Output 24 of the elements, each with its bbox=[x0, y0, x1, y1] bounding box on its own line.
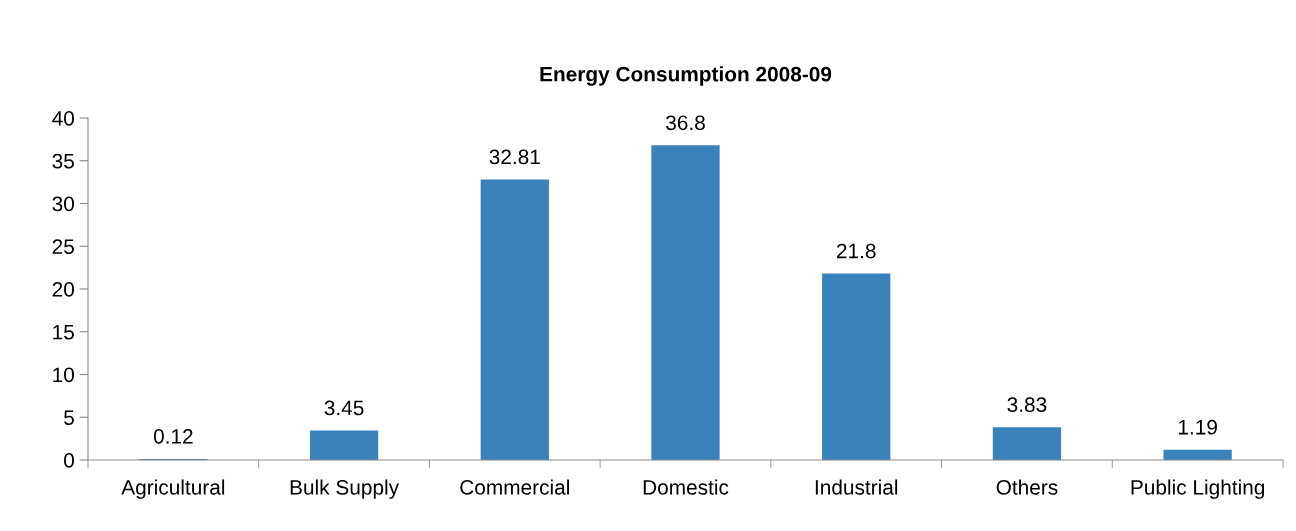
chart-title: Energy Consumption 2008-09 bbox=[540, 66, 832, 86]
data-label: 36.8 bbox=[666, 115, 705, 131]
y-tick-label: 40 bbox=[52, 111, 74, 126]
x-tick-label: Domestic bbox=[643, 479, 729, 495]
data-label: 3.83 bbox=[1007, 397, 1047, 413]
y-tick-label: 5 bbox=[64, 410, 74, 425]
y-tick-label: 20 bbox=[52, 282, 74, 297]
data-label: 0.12 bbox=[153, 428, 193, 444]
y-tick-label: 35 bbox=[52, 153, 74, 169]
x-tick-label: Agricultural bbox=[121, 479, 225, 499]
data-label: 3.45 bbox=[324, 400, 364, 416]
x-tick-label: Bulk Supply bbox=[290, 479, 400, 499]
y-tick-label: 10 bbox=[53, 367, 74, 383]
y-tick-label: 0 bbox=[64, 453, 74, 468]
data-label: 21.8 bbox=[836, 243, 876, 259]
x-tick-label: Public Lighting bbox=[1131, 479, 1265, 499]
y-tick-label: 25 bbox=[52, 239, 74, 254]
x-tick-label: Commercial bbox=[460, 479, 569, 495]
data-label: 32.81 bbox=[489, 149, 540, 165]
x-tick-label: Industrial bbox=[815, 479, 898, 495]
data-label: 1.19 bbox=[1178, 419, 1217, 435]
x-tick-label: Others bbox=[996, 479, 1058, 495]
y-tick-label: 30 bbox=[52, 196, 74, 212]
y-tick-label: 15 bbox=[53, 324, 74, 340]
